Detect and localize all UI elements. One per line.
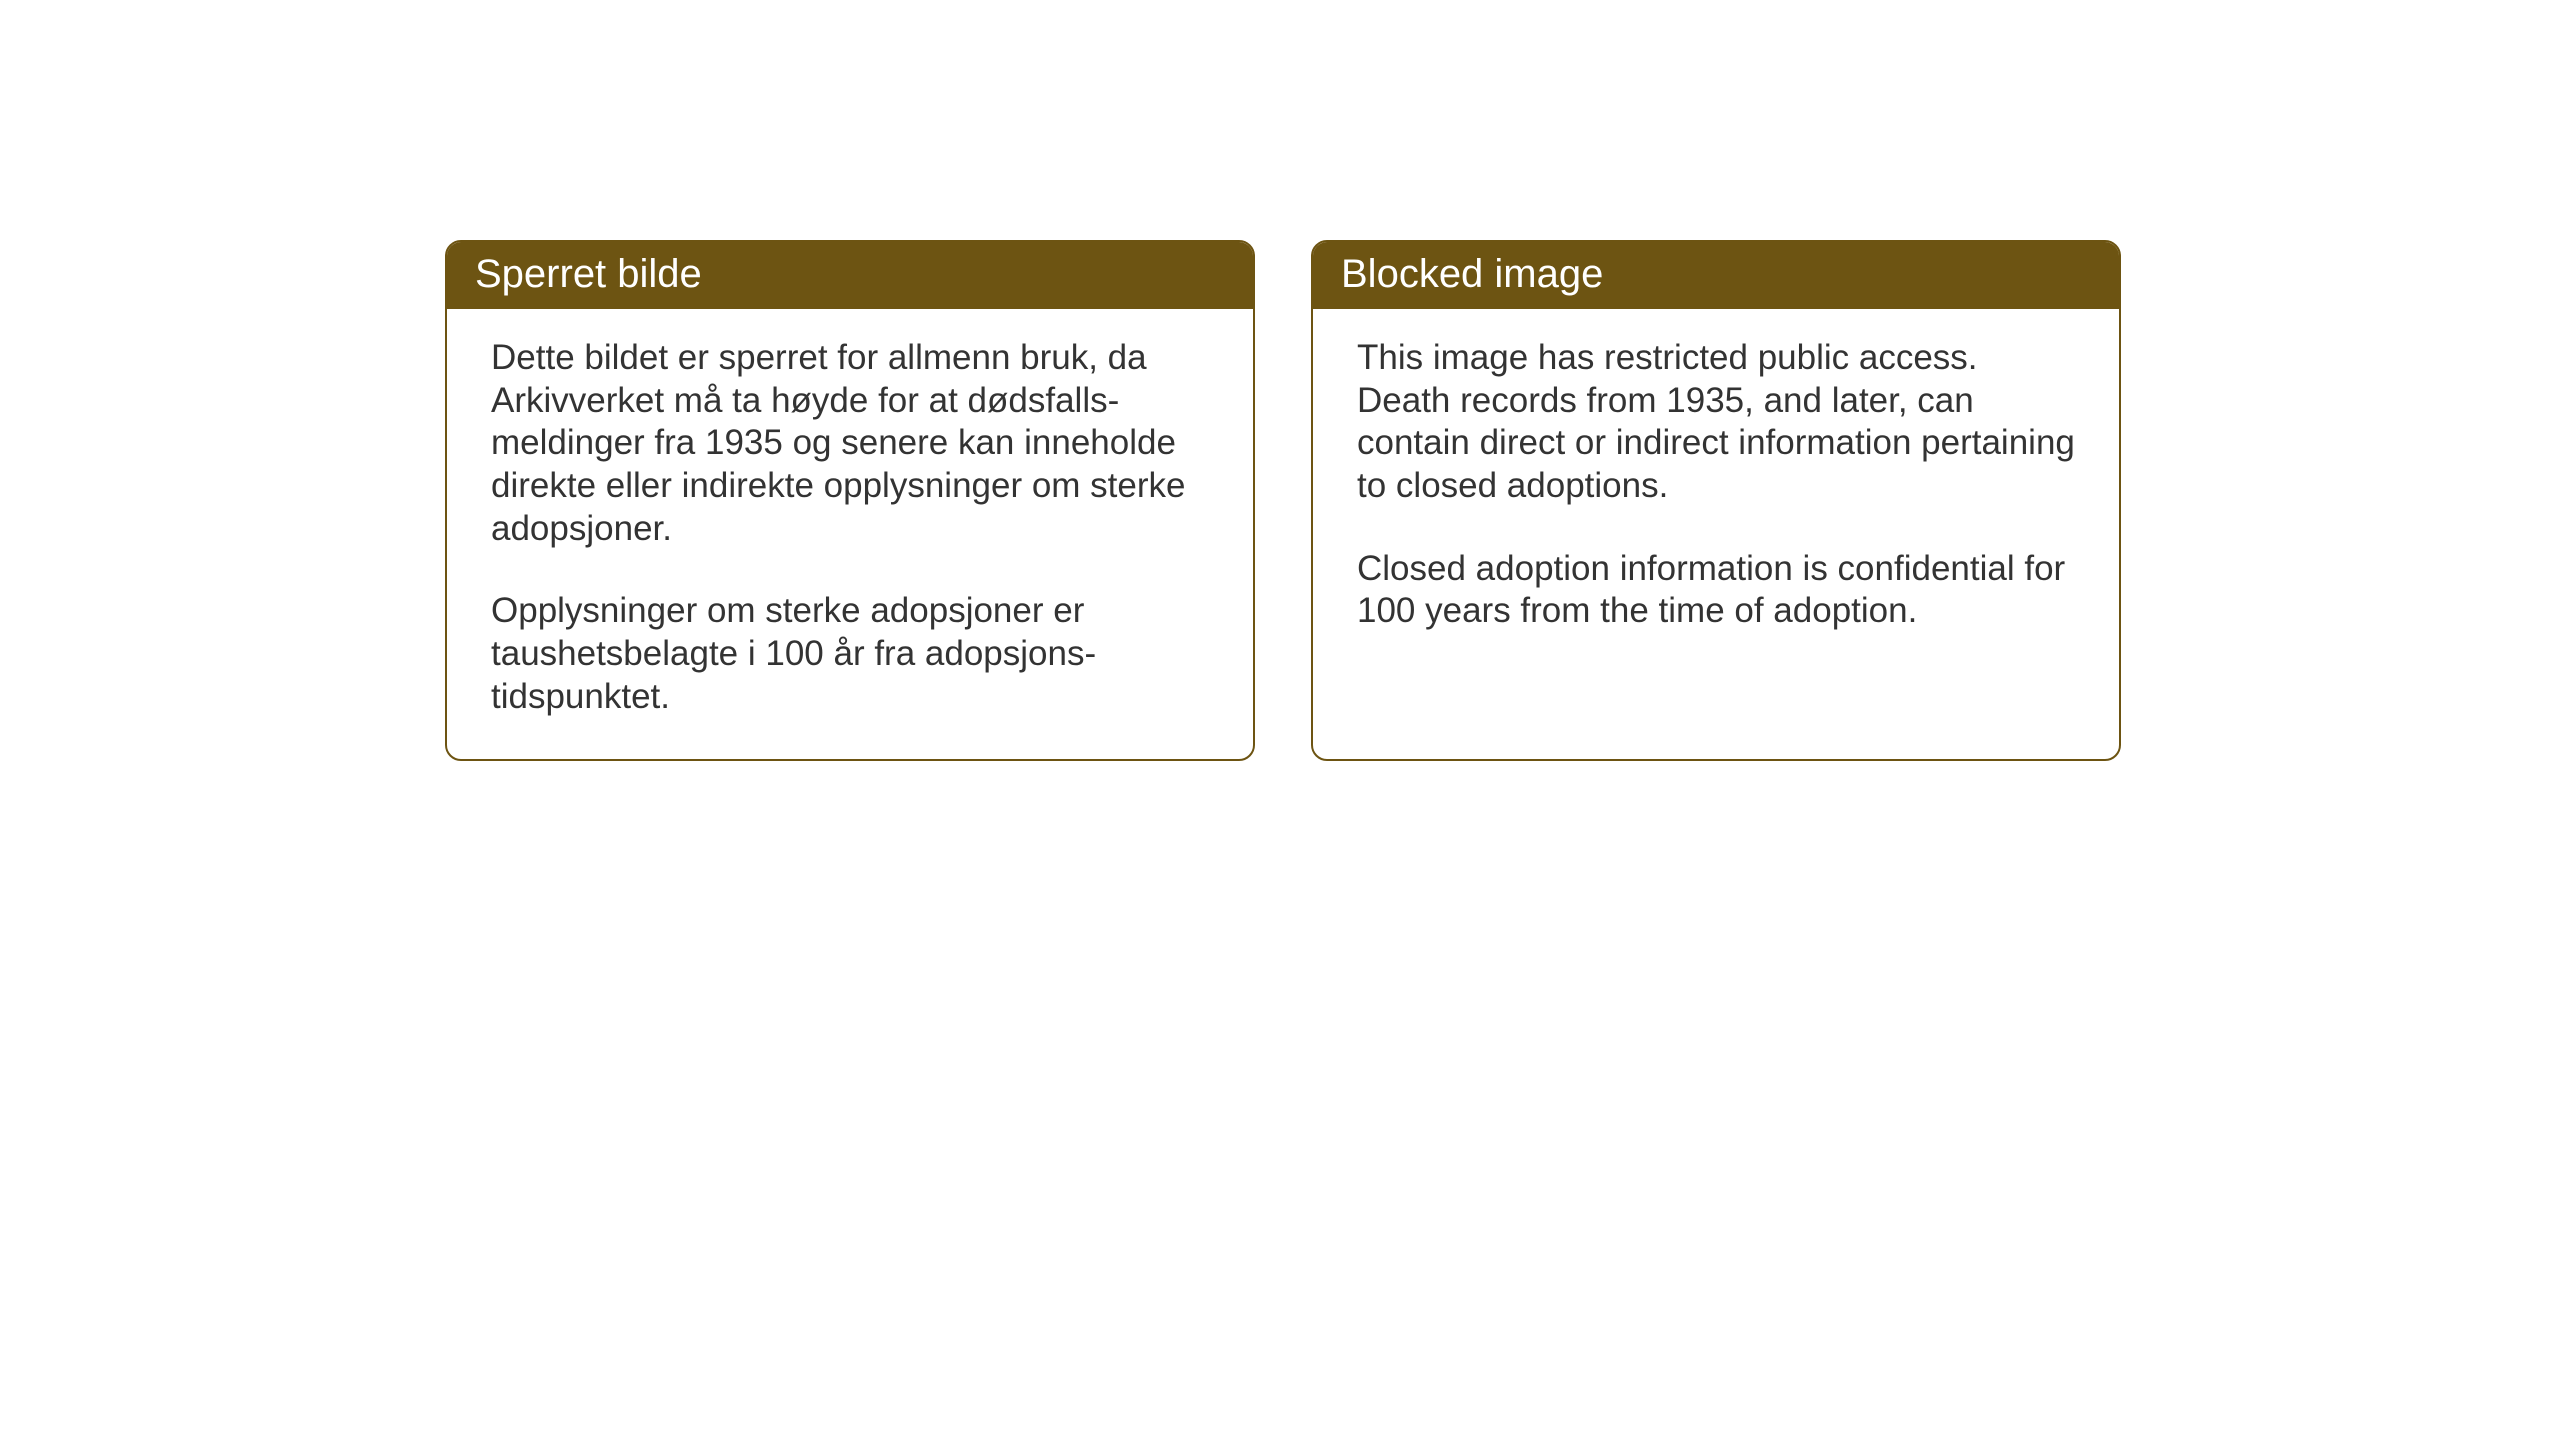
panel-title-norwegian: Sperret bilde [475, 252, 702, 296]
panels-container: Sperret bilde Dette bildet er sperret fo… [445, 240, 2121, 761]
panel-title-english: Blocked image [1341, 252, 1603, 296]
panel-english: Blocked image This image has restricted … [1311, 240, 2121, 761]
panel-body-english: This image has restricted public access.… [1313, 309, 2119, 673]
panel-para2-english: Closed adoption information is confident… [1357, 548, 2075, 633]
panel-para1-norwegian: Dette bildet er sperret for allmenn bruk… [491, 337, 1209, 550]
panel-header-norwegian: Sperret bilde [447, 242, 1253, 309]
panel-body-norwegian: Dette bildet er sperret for allmenn bruk… [447, 309, 1253, 759]
panel-norwegian: Sperret bilde Dette bildet er sperret fo… [445, 240, 1255, 761]
panel-para2-norwegian: Opplysninger om sterke adopsjoner er tau… [491, 590, 1209, 718]
panel-para1-english: This image has restricted public access.… [1357, 337, 2075, 508]
panel-header-english: Blocked image [1313, 242, 2119, 309]
